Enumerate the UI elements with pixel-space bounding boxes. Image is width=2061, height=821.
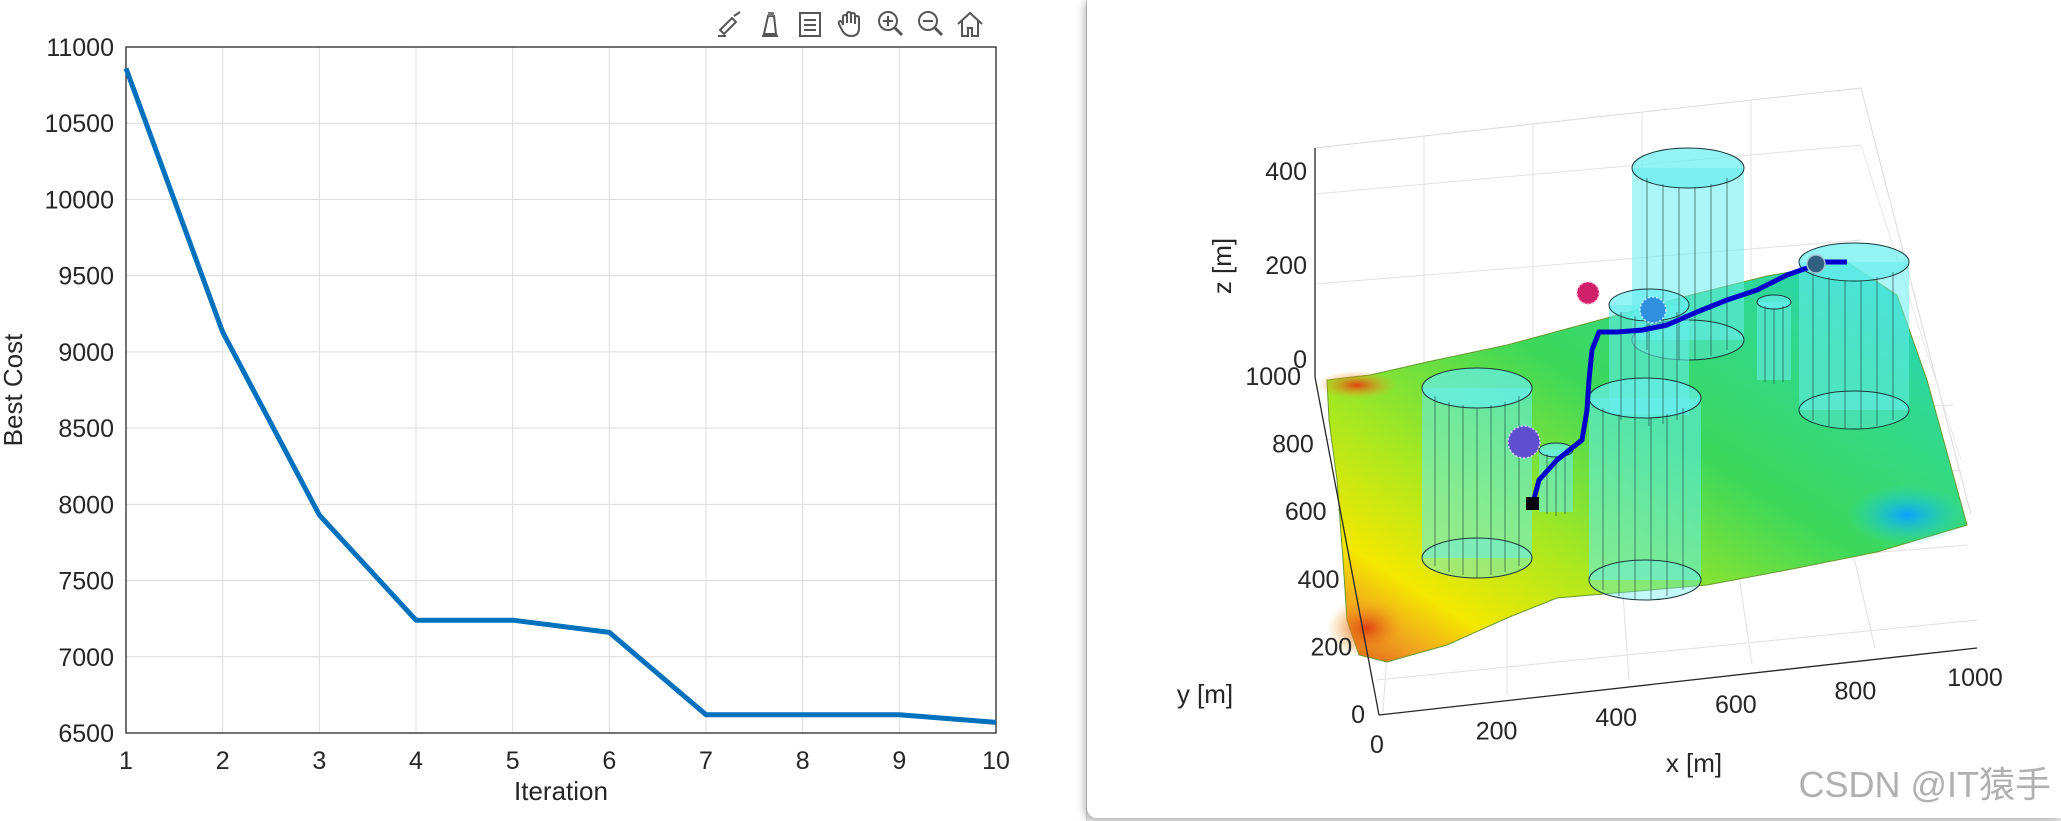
y-tick-label: 7500 [58, 568, 114, 596]
terrain-3d-chart: 0 200 400 600 800 1000 0 200 400 600 800 1000 0 200… [1177, 87, 2003, 778]
grid [125, 46, 997, 734]
z-tick-label: 0 [1293, 346, 1307, 374]
sphere-marker [1639, 296, 1667, 324]
y-axis-label: Best Cost [0, 333, 28, 446]
y-tick-labels: 6500 7000 7500 8000 8500 9000 9500 10000 10500 11… [44, 34, 114, 748]
y-tick-label: 200 [1310, 633, 1352, 661]
pan-button[interactable] [832, 6, 868, 42]
legend-button[interactable] [792, 6, 828, 42]
home-icon [957, 11, 983, 37]
x-tick-label: 1 [119, 747, 133, 775]
brush-button[interactable] [712, 6, 748, 42]
y-tick-label: 9000 [58, 339, 114, 367]
x-tick-label: 2 [216, 747, 230, 775]
y-tick-label: 1000 [1245, 363, 1301, 391]
right-figure-window: 0 200 400 600 800 1000 0 200 400 600 800 1000 0 200… [1087, 0, 2061, 818]
sphere-marker [1806, 254, 1826, 274]
series-group [123, 67, 997, 725]
best-cost-chart: 1 2 3 4 5 6 7 8 9 10 6500 7000 7500 8000 8500 9000 9500… [0, 34, 1010, 806]
zoom-out-button[interactable] [912, 6, 948, 42]
y-tick-label: 8000 [58, 491, 114, 519]
y-tick-label: 10500 [44, 110, 114, 138]
data-tips-button[interactable] [752, 6, 788, 42]
y-tick-label: 600 [1285, 498, 1327, 526]
zoom-in-icon [878, 11, 904, 37]
z-axis-label: z [m] [1207, 238, 1237, 294]
left-figure-window: 1 2 3 4 5 6 7 8 9 10 6500 7000 7500 8000 8500 9000 9500… [0, 0, 1086, 821]
x-tick-label: 400 [1595, 704, 1637, 732]
x-tick-label: 3 [312, 747, 326, 775]
y-tick-label: 6500 [58, 720, 114, 748]
z-tick-label: 200 [1265, 252, 1307, 280]
y-axis-label: y [m] [1177, 679, 1233, 709]
x-tick-label: 5 [506, 747, 520, 775]
window-divider [1086, 0, 1087, 821]
pan-hand-icon [837, 10, 860, 38]
y-tick-label: 800 [1272, 431, 1314, 459]
legend-icon [799, 12, 821, 37]
y-tick-label: 7000 [58, 644, 114, 672]
x-tick-labels: 1 2 3 4 5 6 7 8 9 10 [119, 747, 1010, 775]
x-tick-label: 600 [1715, 691, 1757, 719]
watermark: CSDN @IT猿手 [1798, 764, 2051, 805]
cylinder-obstacles [1421, 147, 1910, 601]
x-tick-label: 8 [796, 747, 810, 775]
restore-view-button[interactable] [952, 6, 988, 42]
y-tick-label: 9500 [58, 263, 114, 291]
cylinder [1588, 377, 1702, 601]
x-tick-label: 0 [1370, 731, 1384, 759]
x-tick-label: 4 [409, 747, 423, 775]
zoom-out-icon [918, 11, 944, 37]
cylinder-vertical-lines [1434, 178, 1894, 600]
y-tick-label: 0 [1351, 701, 1365, 729]
uav-path [1530, 259, 1847, 504]
z-tick-labels: 0 200 400 [1265, 158, 1307, 374]
x-tick-labels: 0 200 400 600 800 1000 [1370, 664, 2003, 759]
x-tick-label: 6 [602, 747, 616, 775]
x-tick-label: 800 [1835, 677, 1877, 705]
sphere-marker [1507, 425, 1541, 459]
y-tick-label: 10000 [44, 186, 114, 214]
x-tick-label: 1000 [1947, 664, 2003, 692]
series-line [123, 67, 997, 725]
cylinder [1798, 242, 1910, 430]
x-axis-label: Iteration [514, 776, 608, 806]
y-tick-label: 11000 [46, 34, 114, 62]
axes-toolbar [712, 4, 988, 44]
brush-icon [718, 11, 741, 37]
axes-box [125, 46, 997, 734]
x-axis-label: x [m] [1666, 748, 1722, 778]
z-tick-label: 400 [1265, 158, 1307, 186]
data-tips-icon [762, 12, 778, 37]
x-tick-label: 9 [892, 747, 906, 775]
sphere-markers [1507, 254, 1826, 459]
start-marker [1526, 497, 1539, 510]
x-tick-label: 7 [699, 747, 713, 775]
y-tick-label: 8500 [58, 415, 114, 443]
x-tick-label: 10 [982, 747, 1010, 775]
axes-lines [1314, 148, 1978, 716]
sphere-marker [1576, 281, 1600, 305]
x-tick-label: 200 [1476, 718, 1518, 746]
zoom-in-button[interactable] [872, 6, 908, 42]
y-tick-label: 400 [1298, 566, 1340, 594]
y-tick-labels: 0 200 400 600 800 1000 [1245, 363, 1365, 729]
